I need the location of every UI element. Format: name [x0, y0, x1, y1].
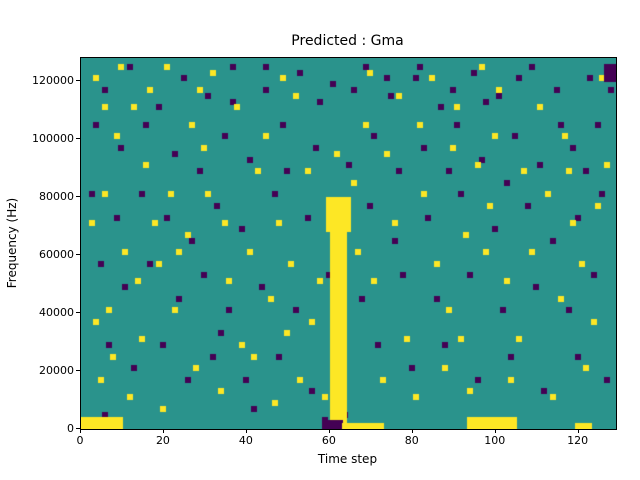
y-tick-label: 0: [67, 422, 74, 435]
x-tick-label: 60: [321, 434, 336, 447]
y-tick-label: 60000: [39, 248, 74, 262]
x-tick-mark: [80, 429, 81, 433]
heatmap-canvas: [81, 58, 616, 429]
y-tick-mark: [76, 428, 80, 429]
y-tick-label: 120000: [32, 74, 74, 88]
x-tick-mark: [162, 429, 164, 433]
y-tick-label: 40000: [39, 306, 74, 320]
x-tick-mark: [245, 429, 247, 433]
y-axis-label: Frequency (Hz): [5, 197, 19, 289]
y-tick-mark: [76, 196, 80, 198]
x-tick-label: 0: [76, 434, 84, 447]
y-tick-mark: [76, 370, 80, 372]
x-tick-label: 80: [404, 434, 419, 447]
y-tick-mark: [76, 254, 80, 256]
plot-area: [80, 57, 617, 430]
x-tick-mark: [494, 429, 496, 433]
y-tick-mark: [76, 80, 80, 82]
y-tick-mark: [76, 312, 80, 314]
x-axis-label: Time step: [317, 452, 378, 466]
x-tick-label: 100: [484, 434, 506, 447]
chart-title: Predicted : Gma: [291, 33, 404, 49]
x-tick-label: 120: [567, 434, 589, 447]
x-tick-mark: [328, 429, 330, 433]
y-tick-label: 80000: [39, 190, 74, 204]
x-tick-label: 40: [238, 434, 253, 447]
y-tick-label: 100000: [32, 132, 74, 146]
x-tick-label: 20: [155, 434, 170, 447]
x-tick-mark: [577, 429, 579, 433]
y-tick-label: 20000: [39, 364, 74, 378]
x-tick-mark: [411, 429, 413, 433]
y-tick-mark: [76, 138, 80, 140]
